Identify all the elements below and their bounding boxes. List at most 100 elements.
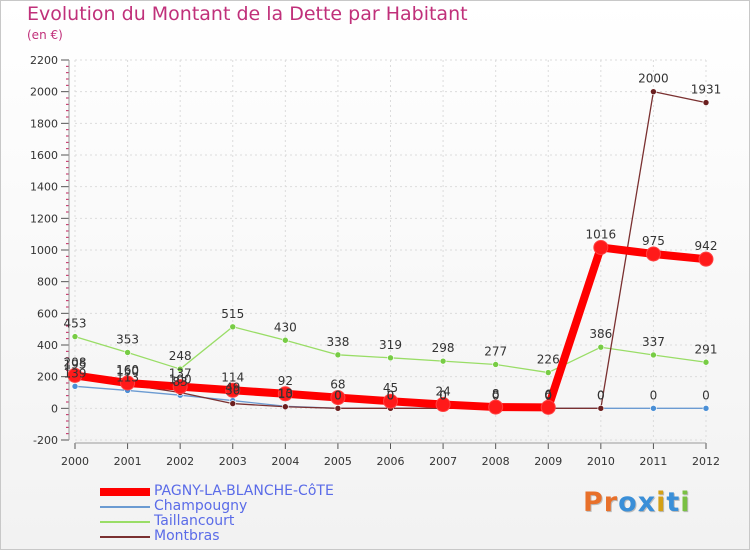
data-label-1: 113 [116,370,139,384]
series-point-2 [492,361,499,368]
x-tick-label: 2012 [692,455,720,468]
chart-title: Evolution du Montant de la Dette par Hab… [27,3,468,25]
series-point-3 [597,405,605,412]
data-label-0: 160 [116,363,139,377]
y-tick-label: -200 [33,434,58,447]
logo-letter: P [583,487,604,518]
y-tick-label: 1200 [30,212,58,225]
data-label-1: 0 [544,388,552,402]
y-tick-label: 1600 [30,149,58,162]
data-label-1: 0 [334,388,342,402]
gridlines [74,59,707,441]
data-label-2: 453 [64,317,87,331]
series-point-0 [330,390,346,406]
series-point-1 [650,405,657,412]
data-label-0: 114 [221,370,244,384]
series-point-0 [383,393,398,409]
series-point-0 [645,246,661,262]
series-point-3 [650,88,657,95]
data-label-3: 30 [225,384,240,398]
series-point-2 [597,343,605,351]
data-label-3: 0 [387,388,395,402]
data-label-2: 277 [484,344,507,358]
logo-letter: o [618,487,638,518]
x-tick-label: 2002 [166,455,194,468]
y-tick-label: 2000 [30,86,58,99]
data-label-3: 195 [64,357,87,371]
legend-label: Champougny [154,498,248,514]
data-label-1: 83 [173,375,188,389]
series-point-2 [282,336,289,344]
logo-letter: i [656,487,667,518]
data-label-2: 386 [589,327,612,341]
data-label-1: 0 [650,388,658,402]
series-point-0 [277,386,293,402]
series-point-3 [334,405,342,412]
x-tick-label: 2000 [61,455,89,468]
data-label-1: 0 [387,388,395,402]
series-point-2 [387,354,394,362]
y-tick-label: 1000 [30,244,58,257]
series-point-0 [540,399,556,415]
data-label-3: 0 [439,388,447,402]
series-point-0 [698,251,714,267]
x-tick-label: 2004 [271,455,299,468]
legend-swatch [100,521,150,523]
data-label-1: 0 [597,388,605,402]
legend-label: Taillancourt [154,513,235,529]
data-label-2: 338 [326,335,349,349]
series-point-1 [702,405,710,412]
y-tick-label: 1800 [30,117,58,130]
data-label-3: 1931 [691,83,722,97]
data-label-1: 139 [64,366,87,380]
proxiti-logo: Proxiti [583,487,691,518]
series-point-3 [702,99,710,106]
data-label-0: 137 [169,367,192,381]
series-layer [67,88,714,415]
data-label-3: 0 [544,388,552,402]
data-label-0: 6 [544,387,552,401]
data-label-2: 353 [116,332,139,346]
series-point-1 [71,383,79,390]
data-label-0: 68 [330,378,345,392]
y-tick-label: 600 [37,307,58,320]
data-label-0: 92 [278,374,293,388]
legend-swatch [100,506,150,508]
axes: -200020040060080010001200140016001800200… [30,54,720,468]
y-tick-label: 800 [37,276,58,289]
data-label-2: 319 [379,338,402,352]
data-label-2: 337 [642,335,665,349]
data-label-2: 298 [432,341,455,355]
data-label-0: 45 [383,381,398,395]
legend-label: Montbras [154,528,220,544]
data-label-0: 208 [64,355,87,369]
series-point-2 [124,349,131,356]
data-label-2: 515 [221,307,244,321]
series-point-3 [229,400,237,407]
logo-letter: x [637,487,657,518]
data-label-3: 2000 [638,72,669,86]
series-point-0 [225,382,241,398]
series-point-0 [120,375,136,391]
legend-label: PAGNY-LA-BLANCHE-CôTE [154,483,334,499]
data-label-3: 100 [169,373,192,387]
y-tick-label: 200 [37,371,58,384]
data-label-0: 1016 [586,227,617,241]
logo-letter: r [603,487,619,518]
x-tick-label: 2010 [587,455,615,468]
series-point-2 [544,369,552,376]
data-label-1: 0 [492,388,500,402]
x-tick-label: 2001 [114,455,142,468]
series-point-0 [488,399,504,415]
y-tick-label: 2200 [30,54,58,67]
data-label-2: 226 [537,353,560,367]
x-tick-label: 2008 [482,455,510,468]
series-point-3 [282,403,289,411]
series-point-2 [71,333,79,340]
chart-unit-label: (en €) [27,28,63,42]
data-label-0: 975 [642,234,665,248]
x-tick-label: 2009 [534,455,562,468]
series-point-0 [67,367,83,383]
